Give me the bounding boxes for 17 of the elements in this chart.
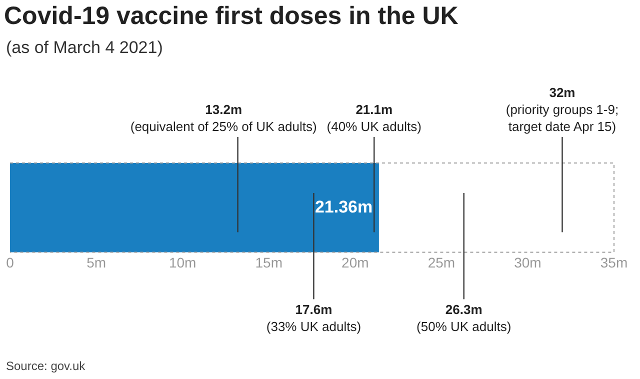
- ref-line-label: 32m (priority groups 1-9; target date Apr 15): [506, 85, 619, 134]
- ref-line-label: 21.1m (40% UK adults): [326, 102, 422, 134]
- ref-line-label: 17.6m (33% UK adults): [266, 302, 362, 334]
- ref-line-label: 13.2m (equivalent of 25% of UK adults): [130, 102, 317, 134]
- ref-line-label: 26.3m (50% UK adults): [416, 302, 512, 334]
- x-tick-label: 35m: [600, 254, 628, 270]
- source-note: Source: gov.uk: [6, 359, 86, 373]
- x-tick-label: 5m: [86, 254, 106, 270]
- x-tick-label: 0: [6, 254, 14, 270]
- x-tick-label: 10m: [168, 254, 196, 270]
- chart-subtitle: (as of March 4 2021): [6, 38, 163, 58]
- x-tick-label: 20m: [342, 254, 369, 270]
- chart-title: Covid-19 vaccine first doses in the UK: [4, 2, 458, 31]
- data-label: 21.36m: [314, 197, 373, 216]
- x-tick-label: 25m: [428, 254, 456, 270]
- x-tick-label: 15m: [255, 254, 282, 270]
- x-tick-label: 30m: [514, 254, 542, 270]
